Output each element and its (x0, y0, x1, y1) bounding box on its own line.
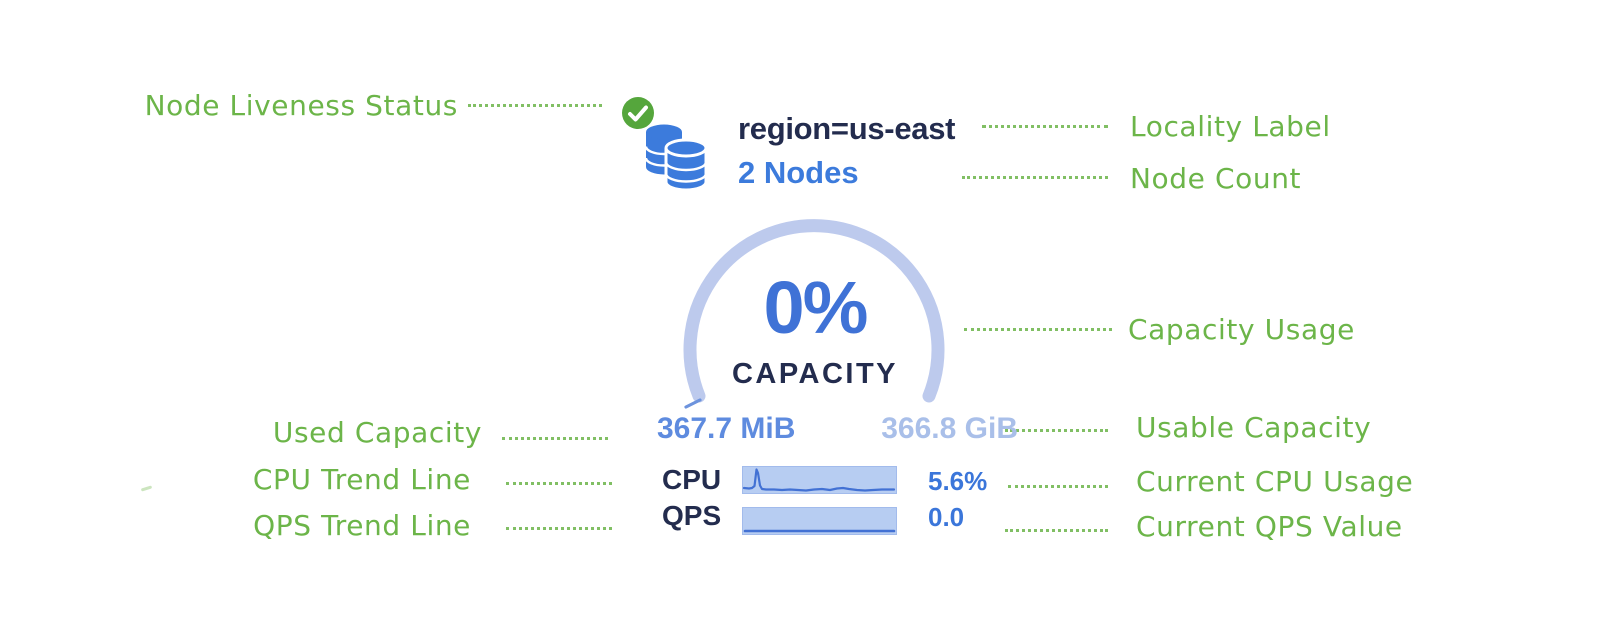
leader-usable-capacity (1005, 429, 1108, 432)
capacity-percent: 0% (763, 266, 869, 349)
capacity-caption: CAPACITY (731, 358, 899, 390)
stray-mark (140, 485, 153, 492)
capacity-gauge-arc (683, 219, 945, 409)
cpu-trend-path (742, 468, 896, 492)
database-stack-icon (645, 124, 708, 191)
annotation-capacity-usage: Capacity Usage (1128, 313, 1355, 346)
leader-node-liveness (468, 104, 602, 107)
annotation-current-qps-value: Current QPS Value (1136, 510, 1403, 543)
usable-capacity-value: 366.8 GiB (881, 412, 1018, 445)
check-circle-icon (622, 97, 654, 129)
annotation-cpu-trend-line: CPU Trend Line (252, 463, 471, 496)
leader-used-capacity (502, 437, 608, 440)
qps-sparkline (742, 507, 897, 535)
node-count-text[interactable]: 2 Nodes (738, 155, 859, 190)
cpu-sparkline (742, 466, 897, 494)
checkmark-glyph (628, 105, 648, 122)
used-capacity-value: 367.7 MiB (657, 412, 796, 445)
qps-label: QPS (662, 500, 722, 531)
annotation-usable-capacity: Usable Capacity (1136, 411, 1372, 444)
annotation-node-liveness-status: Node Liveness Status (144, 89, 458, 122)
leader-current-qps (1005, 529, 1108, 532)
db-cylinder-front (664, 138, 708, 191)
cpu-label: CPU (662, 464, 722, 495)
annotation-qps-trend-line: QPS Trend Line (253, 509, 471, 542)
leader-capacity-usage (964, 328, 1112, 331)
annotation-node-count: Node Count (1130, 162, 1302, 195)
leader-locality (982, 125, 1108, 128)
cpu-value: 5.6% (928, 466, 988, 496)
leader-qps-trend (506, 527, 612, 530)
gauge-track (683, 219, 945, 403)
annotation-used-capacity: Used Capacity (272, 416, 482, 449)
gauge-used-tick (684, 398, 702, 409)
locality-label-text[interactable]: region=us-east (738, 111, 956, 146)
annotation-locality-label: Locality Label (1130, 110, 1331, 143)
qps-value: 0.0 (928, 502, 965, 532)
annotation-current-cpu-usage: Current CPU Usage (1136, 465, 1414, 498)
leader-current-cpu (1008, 485, 1108, 488)
leader-cpu-trend (506, 482, 612, 485)
leader-node-count (962, 176, 1108, 179)
